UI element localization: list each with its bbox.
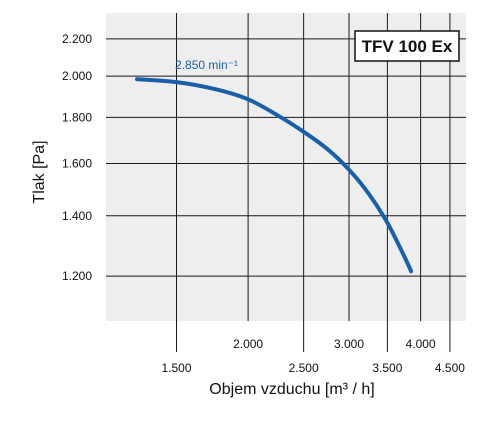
model-label-box: TFV 100 Ex [354,30,460,62]
y-tick-label: 2.000 [62,69,92,83]
model-label-text: TFV 100 Ex [362,37,453,56]
y-tick-label: 1.800 [62,110,92,124]
x-tick-label: 2.000 [233,337,263,351]
y-tick-labels: 1.200 1.400 1.600 1.800 2.000 2.200 [62,32,92,283]
x-tick-label: 3.500 [372,361,402,375]
y-tick-label: 1.200 [62,269,92,283]
x-tick-label: 4.000 [406,337,436,351]
y-tick-label: 2.200 [62,32,92,46]
series-line [135,77,414,274]
series-group: 2.850 min⁻¹ [135,58,414,274]
series-label: 2.850 min⁻¹ [175,58,238,72]
y-axis-title: Tlak [Pa] [31,140,48,203]
model-label-frame [354,30,460,62]
x-tick-label: 2.500 [289,361,319,375]
x-axis-title: Objem vzduchu [m³ / h] [209,381,374,398]
x-tick-labels: 1.500 2.000 2.500 3.000 3.500 4.000 4.500 [161,337,465,375]
y-tick-label: 1.600 [62,156,92,170]
y-tick-label: 1.400 [62,209,92,223]
grid-lines [106,13,466,352]
x-tick-label: 1.500 [161,361,191,375]
x-tick-label: 4.500 [435,361,465,375]
x-tick-label: 3.000 [334,337,364,351]
plot-area [106,13,466,321]
